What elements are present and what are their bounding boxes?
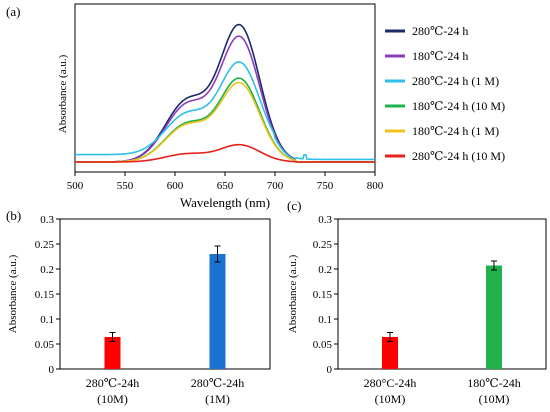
panel-a-legend-entry: 180℃-24 h (10 M) <box>412 99 505 113</box>
panel-c-y-tick-label: 0.3 <box>318 214 332 226</box>
panel-a-series-line-2 <box>75 61 375 162</box>
panel-c-y-tick-label: 0.05 <box>313 339 333 351</box>
panel-c-bar-0 <box>382 337 398 369</box>
panel-c-y-tick-label: 0 <box>327 364 333 376</box>
panel-a-x-tick-label: 700 <box>267 180 284 192</box>
panel-c: (c) 0 0.05 0.1 0.15 0.2 0.25 0.3 280°C-24h (10M… <box>287 198 547 406</box>
panel-a-series-line-1 <box>75 35 375 163</box>
panel-b-y-axis-label: Absorbance (a.u.) <box>7 254 19 333</box>
panel-b-y-tick-label: 0.2 <box>40 264 54 276</box>
panel-c-category-label-1: 180℃-24h <box>467 376 520 390</box>
panel-a: (a) 500 550 600 650 700 750 800 Wavelength (nm… <box>6 3 505 210</box>
panel-a-legend-entry: 280℃-24 h <box>412 24 468 38</box>
panel-c-plot-frame <box>337 218 547 370</box>
panel-b-y-tick-label: 0.3 <box>40 214 54 226</box>
panel-b-y-tick-label: 0.1 <box>40 314 54 326</box>
panel-c-label: (c) <box>287 198 301 213</box>
panel-a-legend: 280℃-24 h 180℃-24 h 280℃-24 h (1 M) 180℃-24… <box>385 24 505 163</box>
panel-c-category-label-0: 280°C-24h <box>364 376 417 390</box>
panel-b-category-label-0: 280℃-24h <box>86 376 139 390</box>
panel-a-x-tick-label: 500 <box>67 180 84 192</box>
panel-a-label: (a) <box>6 4 20 19</box>
panel-b: (b) 0 0.05 0.1 0.15 0.2 0.25 0.3 280℃-24h (10M)… <box>6 208 271 406</box>
panel-b-category-sublabel-1: (1M) <box>205 392 230 406</box>
panel-a-x-tick-label: 550 <box>117 180 134 192</box>
panel-c-y-axis-label: Absorbance (a.u.) <box>287 254 299 333</box>
panel-c-x-categories: 280°C-24h (10M) 180℃-24h (10M) <box>364 376 521 406</box>
panel-b-category-sublabel-0: (10M) <box>97 392 128 406</box>
panel-a-x-tick-label: 600 <box>167 180 184 192</box>
panel-a-x-tick-label: 800 <box>367 180 384 192</box>
panel-a-x-ticks: 500 550 600 650 700 750 800 <box>67 172 384 192</box>
panel-c-y-ticks: 0 0.05 0.1 0.15 0.2 0.25 0.3 <box>313 214 338 376</box>
panel-a-series-lines <box>75 23 375 163</box>
panel-c-y-tick-label: 0.25 <box>313 239 333 251</box>
panel-b-y-tick-label: 0.25 <box>35 239 55 251</box>
panel-c-y-tick-label: 0.2 <box>318 264 332 276</box>
panel-a-legend-entry: 280℃-24 h (1 M) <box>412 74 499 88</box>
panel-a-x-tick-label: 750 <box>317 180 334 192</box>
panel-a-x-axis-label: Wavelength (nm) <box>180 195 270 210</box>
panel-c-category-sublabel-0: (10M) <box>375 392 406 406</box>
panel-a-series-line-3 <box>75 77 375 163</box>
panel-a-x-tick-label: 650 <box>217 180 234 192</box>
panel-c-y-tick-label: 0.1 <box>318 314 332 326</box>
panel-b-bar-1 <box>209 254 226 369</box>
panel-b-bar-0 <box>104 337 121 369</box>
panel-b-plot-frame <box>59 218 271 370</box>
panel-b-category-label-1: 280℃-24h <box>191 376 244 390</box>
panel-a-series-line-5 <box>75 143 375 163</box>
panel-b-y-tick-label: 0.05 <box>35 339 55 351</box>
panel-c-bar-1 <box>486 265 502 369</box>
panel-b-y-ticks: 0 0.05 0.1 0.15 0.2 0.25 0.3 <box>35 214 60 376</box>
panel-a-y-axis-label: Absorbance (a.u.) <box>57 54 69 133</box>
panel-b-y-tick-label: 0.15 <box>35 289 55 301</box>
panel-b-y-tick-label: 0 <box>49 364 55 376</box>
panel-a-legend-entry: 180℃-24 h <box>412 49 468 63</box>
panel-b-bars <box>104 245 226 369</box>
panel-b-x-categories: 280℃-24h (10M) 280℃-24h (1M) <box>86 376 244 406</box>
panel-c-y-tick-label: 0.15 <box>313 289 333 301</box>
panel-a-series-line-4 <box>75 81 375 163</box>
panel-c-bars <box>382 260 502 369</box>
panel-b-label: (b) <box>6 208 21 223</box>
panel-a-legend-entry: 280℃-24 h (10 M) <box>412 149 505 163</box>
panel-a-legend-entry: 180℃-24 h (1 M) <box>412 124 499 138</box>
panel-c-category-sublabel-1: (10M) <box>479 392 510 406</box>
